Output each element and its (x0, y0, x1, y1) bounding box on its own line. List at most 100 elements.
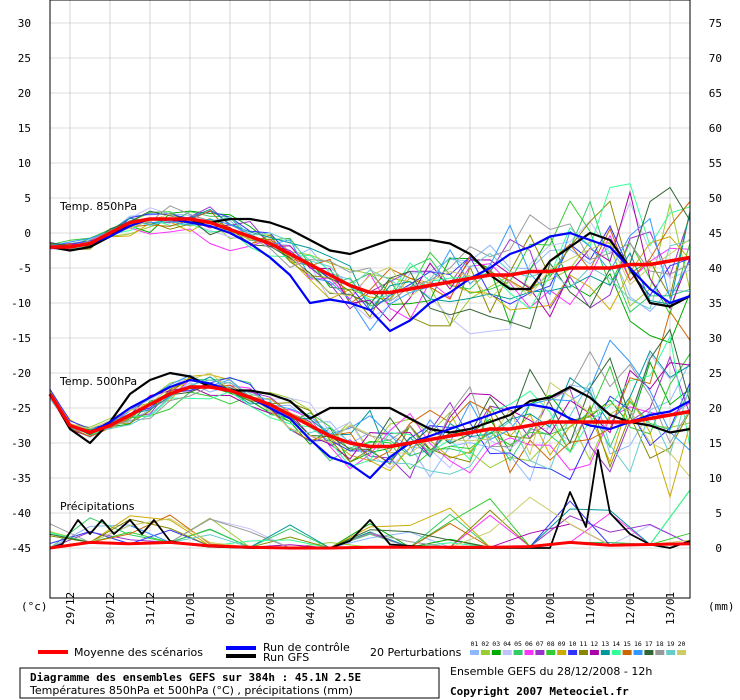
left-tick-label: -10 (11, 297, 31, 310)
right-tick-label: 45 (709, 227, 722, 240)
perturbation-swatches: 01 02 03 04 05 06 07 08 09 10 11 12 13 14 15 16 17 18 19 20 (470, 640, 687, 655)
perturbation-500-17 (49, 328, 691, 451)
right-tick-label: 40 (709, 262, 722, 275)
x-tick-label: 06/01 (384, 592, 397, 625)
perturbation-number: 11 (580, 640, 588, 648)
perturbation-swatch (535, 650, 545, 655)
x-tick-label: 02/01 (224, 592, 237, 625)
copyright: Copyright 2007 Meteociel.fr (450, 685, 629, 698)
perturbation-number: 09 (558, 640, 566, 648)
x-tick-label: 08/01 (464, 592, 477, 625)
perturbation-number: 02 (481, 640, 489, 648)
mean-precip-line (49, 540, 691, 550)
plot-frame (49, 0, 691, 599)
left-unit-label: (°c) (21, 600, 48, 613)
perturbation-swatch (513, 650, 523, 655)
title-box (19, 667, 440, 699)
left-tick-label: 30 (18, 17, 31, 30)
perturbation-number: 18 (656, 640, 664, 648)
x-tick-label: 11/01 (584, 592, 597, 625)
perturbation-500-08 (49, 353, 691, 470)
perturbation-swatch (677, 650, 687, 655)
perturbation-number: 12 (590, 640, 598, 648)
x-tick-label: 31/12 (144, 592, 157, 625)
panel-label-850: Temp. 850hPa (59, 200, 137, 213)
legend-gfs-label: Run GFS (263, 651, 309, 664)
left-tick-label: -25 (11, 402, 31, 415)
right-tick-label: 70 (709, 52, 722, 65)
perturbation-swatch (600, 650, 610, 655)
x-axis: 29/12 30/12 31/12 01/01 02/01 03/01 04/01 05/01… (64, 592, 677, 625)
legend-mean-label: Moyenne des scénarios (74, 646, 203, 659)
x-tick-label: 07/01 (424, 592, 437, 625)
left-tick-label: 25 (18, 52, 31, 65)
perturbation-number: 17 (645, 640, 653, 648)
legend-control-label: Run de contrôle (263, 641, 350, 654)
perturbation-850-17 (49, 186, 691, 330)
right-tick-label: 75 (709, 17, 722, 30)
left-tick-label: 20 (18, 87, 31, 100)
perturbation-500-13 (49, 350, 691, 462)
right-tick-label: 30 (709, 332, 722, 345)
right-tick-label: 65 (709, 87, 722, 100)
gfs-500-line (49, 371, 691, 445)
x-tick-label: 04/01 (304, 592, 317, 625)
perturbation-850-15 (49, 201, 691, 305)
perturbation-850-14 (49, 183, 691, 310)
right-unit-label: (mm) (708, 600, 735, 613)
panel-label-precip: Précipitations (60, 500, 135, 513)
perturbation-number: 10 (569, 640, 577, 648)
perturbation-500-18 (49, 350, 691, 457)
x-tick-label: 12/01 (624, 592, 637, 625)
perturbation-swatch (666, 650, 676, 655)
right-tick-label: 20 (709, 402, 722, 415)
perturbation-swatch (633, 650, 643, 655)
left-tick-label: -15 (11, 332, 31, 345)
perturbation-precip-03 (49, 489, 691, 549)
x-tick-label: 30/12 (104, 592, 117, 625)
perturbation-swatch (491, 650, 501, 655)
right-tick-label: 25 (709, 367, 722, 380)
right-tick-label: 15 (709, 437, 722, 450)
perturbation-850-03 (49, 210, 691, 344)
legend-perturbations-label: 20 Perturbations (370, 646, 462, 659)
x-tick-label: 01/01 (184, 592, 197, 625)
perturbation-number: 03 (492, 640, 500, 648)
panel-label-500: Temp. 500hPa (59, 375, 137, 388)
perturbation-swatch (655, 650, 665, 655)
perturbation-500-10 (49, 376, 691, 481)
left-tick-label: -35 (11, 472, 31, 485)
perturbation-swatch (589, 650, 599, 655)
perturbation-number: 15 (623, 640, 631, 648)
perturbation-number: 07 (536, 640, 544, 648)
perturbation-850-16 (49, 217, 691, 332)
left-tick-label: -45 (11, 542, 31, 555)
perturbation-swatch (470, 650, 479, 655)
perturbation-swatch (502, 650, 512, 655)
perturbation-precip-14 (49, 489, 691, 549)
x-tick-label: 05/01 (344, 592, 357, 625)
x-tick-label: 03/01 (264, 592, 277, 625)
chart-title: Diagramme des ensembles GEFS sur 384h : … (30, 671, 361, 684)
perturbation-850-01 (49, 213, 691, 313)
perturbation-swatch (546, 650, 556, 655)
perturbation-500-07 (49, 355, 691, 479)
perturbation-number: 13 (601, 640, 609, 648)
left-axis: 30 25 20 15 10 5 0 -5 -10 -15 -20 -25 -30 -35 -40 -45 (11, 17, 31, 555)
perturbation-number: 06 (525, 640, 533, 648)
mean-500-line (48, 385, 691, 449)
perturbation-swatch (524, 650, 534, 655)
run-info: Ensemble GEFS du 28/12/2008 - 12h (450, 665, 652, 678)
left-tick-label: 0 (24, 227, 31, 240)
left-tick-label: -40 (11, 507, 31, 520)
main-series (48, 217, 691, 550)
perturbation-swatch (611, 650, 621, 655)
x-tick-label: 10/01 (544, 592, 557, 625)
perturbation-swatch (622, 650, 632, 655)
perturbation-number: 05 (514, 640, 522, 648)
perturbation-850-18 (49, 205, 691, 303)
right-tick-label: 10 (709, 472, 722, 485)
perturbation-850-19 (49, 216, 691, 310)
